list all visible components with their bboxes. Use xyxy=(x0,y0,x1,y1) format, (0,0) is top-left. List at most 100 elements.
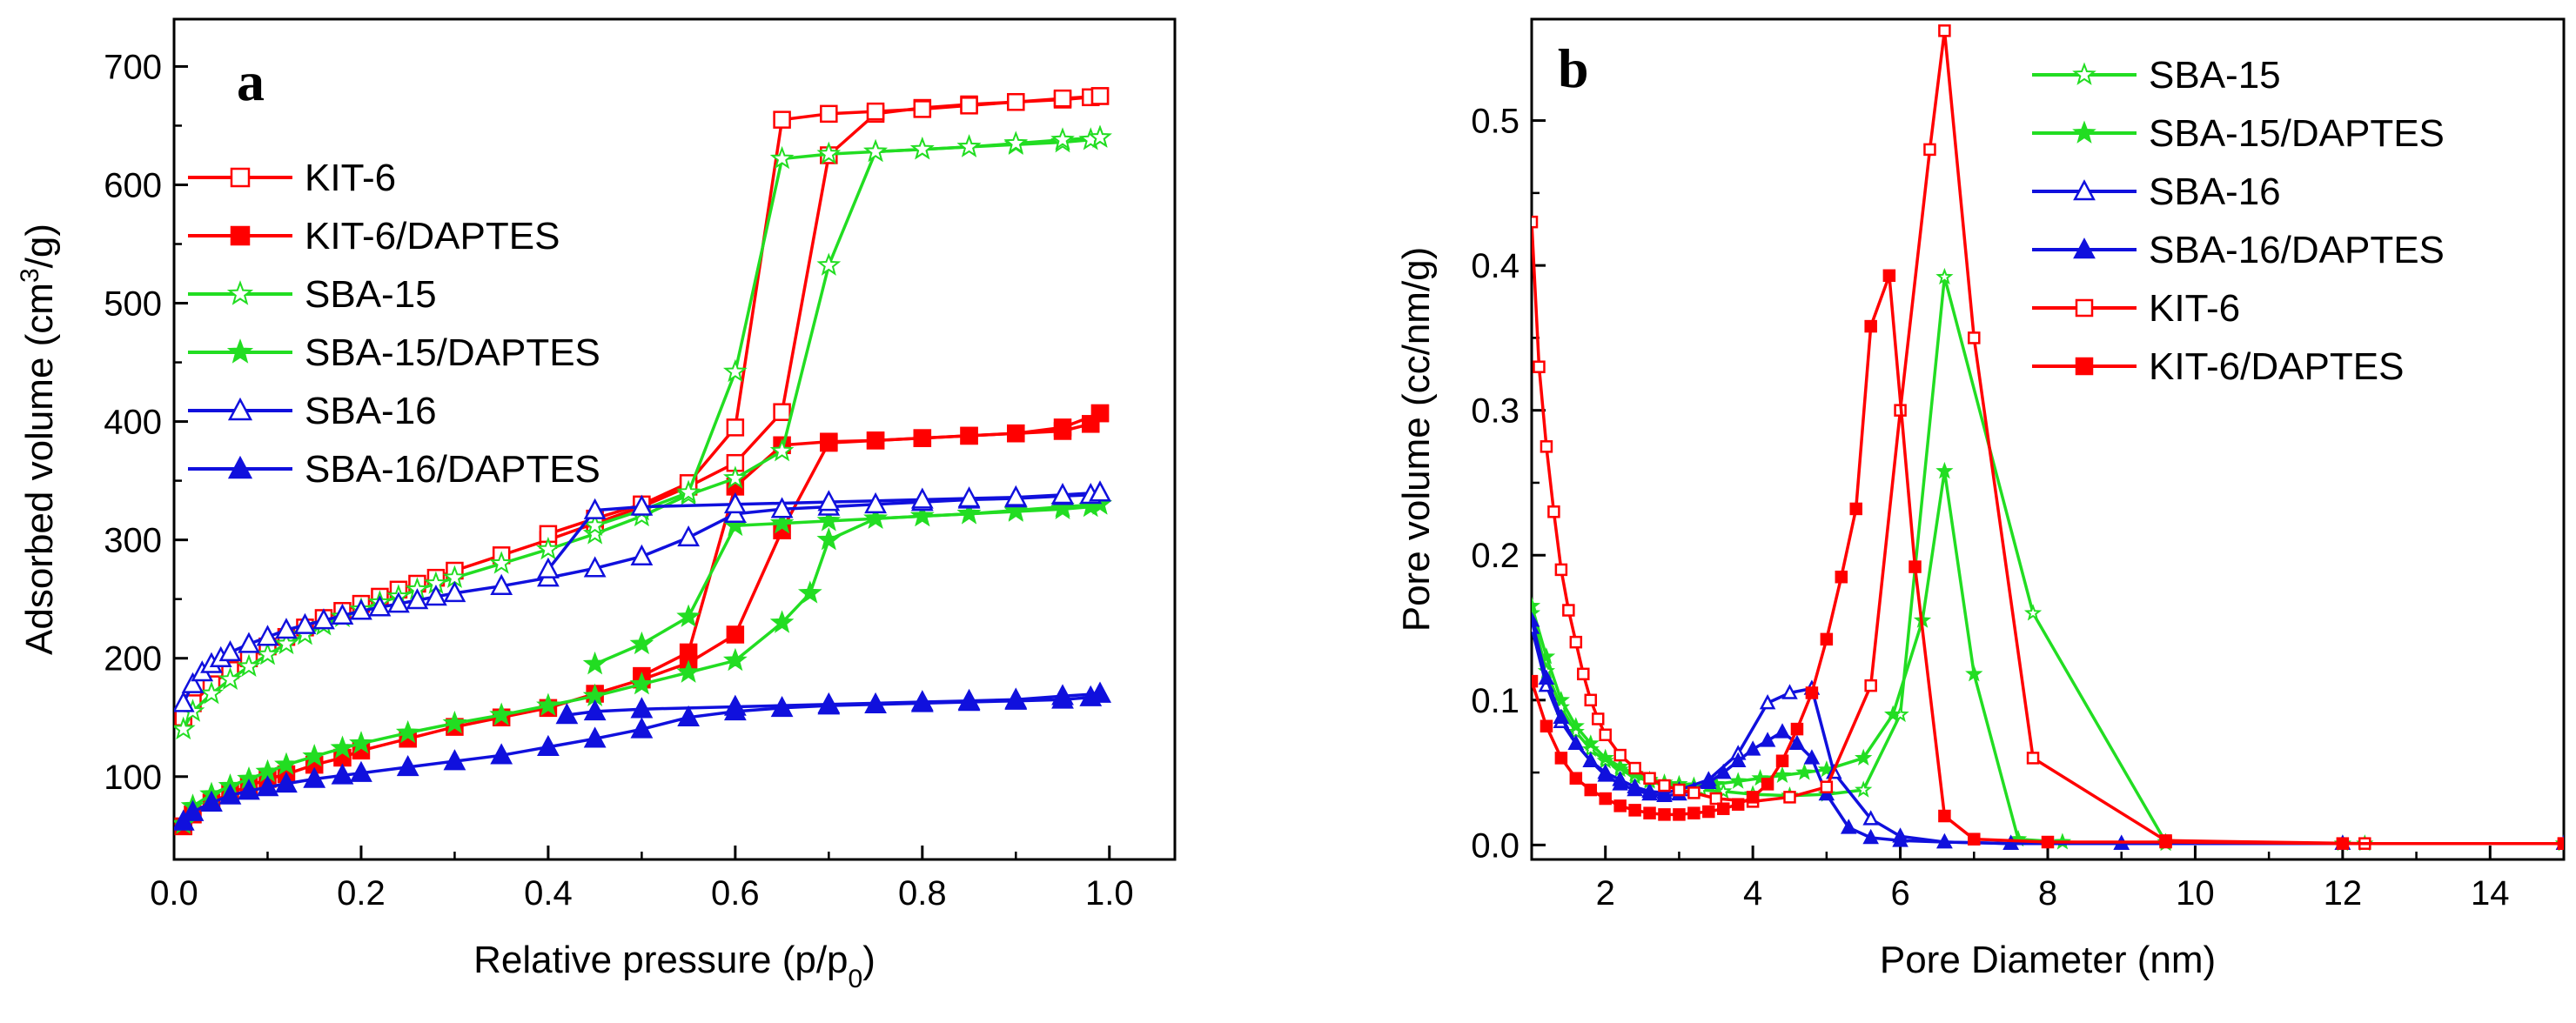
panel-b-kit-6-point xyxy=(1533,360,1546,373)
panel-a-sba-15-daptes-point xyxy=(816,508,842,532)
panel-a-sba-16-point xyxy=(425,585,447,606)
panel-b-sba-16-daptes-point xyxy=(1701,773,1717,789)
panel-b-kit-6-point xyxy=(1923,143,1936,157)
panel-a-chart: 0.0 0.2 0.4 0.6 0.8 1.0 100 200 300 400 500 600 700 R… xyxy=(16,17,1177,993)
panel-a-x-tick-label: 0.4 xyxy=(524,874,573,913)
panel-b-sba-15-daptes-point xyxy=(1773,766,1792,783)
panel-b-sba-15-point xyxy=(2023,604,2043,621)
panel-b-kit-6-daptes-point xyxy=(1643,806,1656,819)
panel-b-kit-6-point xyxy=(1968,331,1981,344)
panel-a-sba-16-point xyxy=(368,595,392,617)
panel-a-sba-16-daptes-point xyxy=(677,705,701,726)
panel-b-kit-6-point xyxy=(1820,780,1834,793)
panel-a-sba-15-daptes-point xyxy=(302,744,327,767)
panel-a-sba-15-daptes-line-desorption xyxy=(594,503,1101,666)
panel-a-sba-16-point xyxy=(331,603,354,625)
panel-a-x-tick-label: 0.8 xyxy=(898,874,947,913)
panel-a-sba-16-daptes-point xyxy=(238,779,260,800)
panel-b-sba-15-daptes-point xyxy=(1532,596,1541,614)
panel-b-kit-6-point xyxy=(1864,679,1877,692)
panel-b-kit-6-point xyxy=(1599,728,1612,742)
panel-a-sba-15-point xyxy=(769,145,795,170)
panel-a-sba-16-point xyxy=(443,580,466,603)
panel-a-kit-6-point xyxy=(773,110,791,129)
panel-a-sba-15-point xyxy=(769,438,795,462)
panel-a-sba-16-point xyxy=(218,639,242,662)
panel-a-sba-16-point xyxy=(181,672,205,693)
panel-a-sba-16-daptes-point xyxy=(1051,684,1074,705)
panel-b-sba-15-daptes-point xyxy=(1965,665,1983,682)
panel-a-legend-sba-15-daptes-marker xyxy=(226,338,254,364)
panel-b-legend-kit-6-daptes-label: KIT-6/DAPTES xyxy=(2149,345,2404,388)
panel-a-sba-15-daptes-point xyxy=(395,719,420,744)
panel-b-kit-6-daptes-point xyxy=(1599,792,1612,806)
panel-b-legend-sba-16-marker xyxy=(2073,179,2096,201)
panel-b-legend-sba-15-marker xyxy=(2072,62,2096,85)
panel-a-sba-15-daptes-point xyxy=(629,672,654,695)
panel-b-sba-16-daptes-point xyxy=(1538,669,1555,685)
panel-a-sba-16-daptes-point xyxy=(331,763,354,785)
panel-a-sba-15-point xyxy=(174,716,196,740)
panel-b-kit-6-point xyxy=(1562,604,1575,617)
panel-a-sba-16-daptes-point xyxy=(817,692,841,714)
panel-a-sba-15-daptes-point xyxy=(769,511,795,534)
panel-a-sba-15-daptes-point xyxy=(536,692,560,716)
panel-a-kit-6-point xyxy=(866,102,885,121)
panel-a-sba-16-point xyxy=(1089,480,1111,502)
panel-a-y-tick-label: 300 xyxy=(104,522,162,560)
panel-a-sba-16-daptes-point xyxy=(630,697,654,719)
panel-b-kit-6-daptes-point xyxy=(2041,835,2055,849)
panel-b-kit-6-point xyxy=(1584,693,1598,707)
panel-a-sba-16-point xyxy=(537,557,560,578)
panel-a-sba-16-daptes-point xyxy=(1004,687,1028,709)
panel-a-kit-6-point xyxy=(960,97,978,115)
panel-a-sba-16-daptes-point xyxy=(583,699,607,721)
panel-a-x-tick-label: 0.2 xyxy=(337,874,386,913)
panel-b-sba-16-daptes-point xyxy=(2002,834,2019,850)
panel-b-kit-6-daptes-point xyxy=(2336,837,2350,850)
panel-a-sba-16-point xyxy=(910,487,934,509)
panel-a-sba-15-daptes-point xyxy=(489,702,514,725)
panel-b-kit-6-daptes-point xyxy=(1938,809,1951,823)
panel-b-kit-6-daptes-point xyxy=(1628,804,1641,817)
panel-a-sba-16-daptes-point xyxy=(770,695,794,718)
panel-a-x-axis-title-end: ) xyxy=(862,939,875,981)
panel-b-kit-6-daptes-point xyxy=(1731,798,1745,811)
panel-a-sba-15-daptes-point xyxy=(769,610,795,633)
panel-b-kit-6-point xyxy=(1547,505,1560,518)
panel-a-sba-15-daptes-point xyxy=(797,580,822,604)
panel-a-sba-16-daptes-point xyxy=(181,799,205,821)
panel-a-sba-15-point xyxy=(722,358,748,383)
panel-a-sba-15-point xyxy=(489,551,514,574)
panel-b-kit-6-point xyxy=(1938,24,1951,37)
panel-b-sba-16-daptes-point xyxy=(1553,708,1570,725)
panel-a-kit-6-daptes-point xyxy=(866,431,885,450)
panel-b-sba-16-point xyxy=(1759,693,1776,710)
panel-b-kit-6-daptes-point xyxy=(1835,570,1848,584)
panel-b-sba-16-daptes-point xyxy=(1892,832,1909,847)
panel-b-kit-6-point xyxy=(1554,563,1568,577)
panel-b-sba-16-daptes-point xyxy=(1744,740,1761,756)
panel-a-kit-6-daptes-point xyxy=(1053,418,1072,437)
panel-b-chart: 2 4 6 8 10 12 14 0.0 0.1 0.2 0.3 0.4 0.5 Pore Diamete… xyxy=(1395,17,2566,981)
panel-a-sba-16-point xyxy=(256,625,279,646)
panel-b-sba-16-daptes-point xyxy=(1936,832,1953,849)
panel-a-sba-16-point xyxy=(350,598,372,620)
panel-a-sba-16-point xyxy=(817,490,841,512)
panel-b-kit-6-daptes-point xyxy=(1584,783,1598,797)
panel-b-legend-sba-15-daptes-marker xyxy=(2072,120,2096,144)
panel-a-y-axis-title: Adsorbed volume (cm3/g) xyxy=(16,224,62,655)
panel-a-legend-sba-16-daptes-label: SBA-16/DAPTES xyxy=(305,448,600,491)
panel-a-legend-sba-15-daptes-label: SBA-15/DAPTES xyxy=(305,331,600,374)
panel-b-sba-15-daptes-point xyxy=(1855,748,1873,766)
panel-b-sba-16-daptes-point xyxy=(1532,612,1540,627)
panel-b-kit-6-daptes-point xyxy=(1882,269,1896,283)
panel-b-sba-15-daptes-point xyxy=(1729,772,1748,789)
panel-b-kit-6-daptes-point xyxy=(2557,837,2564,850)
panel-a-sba-16-daptes-point xyxy=(537,734,560,756)
panel-a-sba-15-daptes-point xyxy=(816,527,842,551)
panel-a-y-tick-label: 500 xyxy=(104,285,162,324)
panel-b-x-tick-label: 6 xyxy=(1890,874,1909,913)
panel-a-sba-15-daptes-point xyxy=(676,659,701,683)
panel-a-kit-6-point xyxy=(1053,89,1072,108)
